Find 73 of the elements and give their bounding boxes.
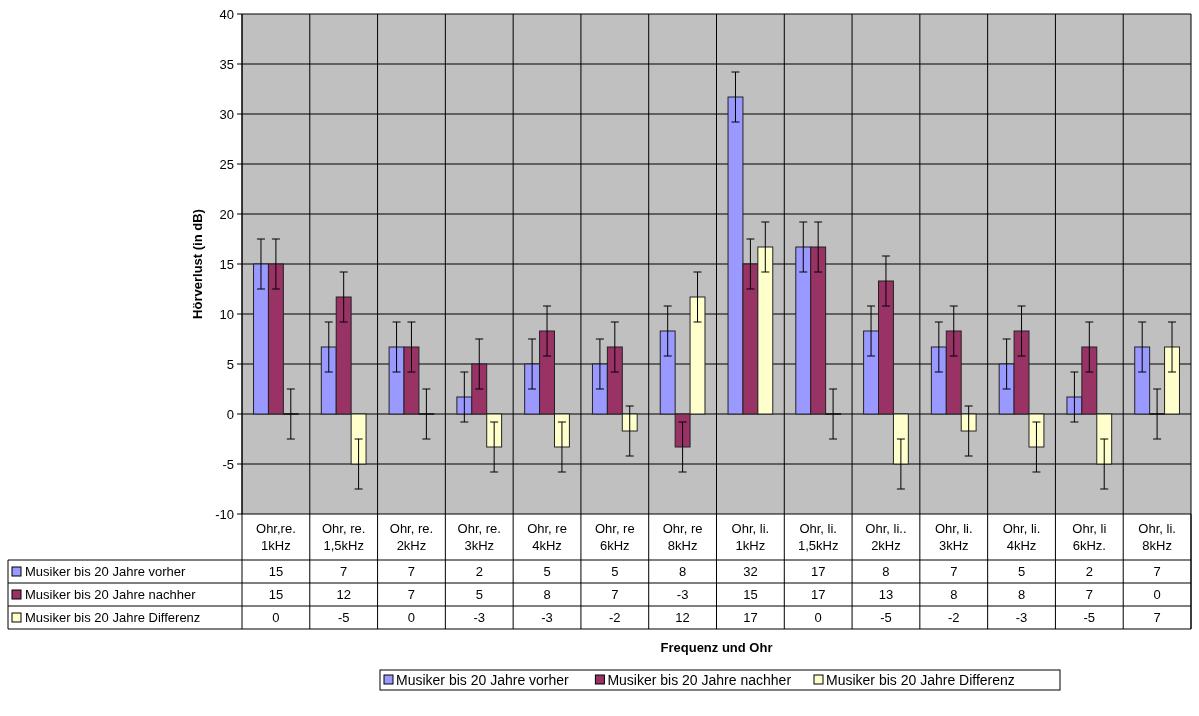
y-tick-label: 20 xyxy=(219,206,234,222)
data-label: 8 xyxy=(543,587,551,602)
data-label: 0 xyxy=(1153,587,1161,602)
data-label: -3 xyxy=(1015,610,1028,625)
data-label: -5 xyxy=(880,610,892,625)
x-tick-label: Ohr, li. 1,5kHz xyxy=(797,521,839,553)
y-tick-label: 0 xyxy=(226,406,234,422)
data-label: 7 xyxy=(1085,587,1093,602)
data-label: 5 xyxy=(1017,564,1026,579)
data-label: 17 xyxy=(810,564,826,579)
data-label: -2 xyxy=(609,610,621,625)
legend-label: Musiker bis 20 Jahre vorher xyxy=(25,564,187,579)
data-label: 2 xyxy=(1085,564,1093,579)
data-label: 8 xyxy=(678,564,687,579)
y-tick-label: 15 xyxy=(219,256,234,272)
data-label: 7 xyxy=(611,587,619,602)
legend: Musiker bis 20 Jahre vorher Musiker bis 20 Jahre nachher Musiker bis 20 Jahre Differenz xyxy=(379,669,1061,691)
data-label: 8 xyxy=(950,587,958,602)
x-tick-label: Ohr, li 6kHz. xyxy=(1072,521,1107,553)
y-tick-label: 40 xyxy=(219,6,234,22)
x-tick-label: Ohr, li.. 2kHz xyxy=(865,521,907,553)
y-axis-title: Hörverlust (in dB) xyxy=(190,209,205,319)
data-label: 17 xyxy=(810,587,826,602)
data-label: 5 xyxy=(475,587,483,602)
data-label: -5 xyxy=(337,610,350,625)
x-tick-label: Ohr, re. 2kHz xyxy=(389,521,434,553)
legend-label: Musiker bis 20 Jahre Differenz xyxy=(25,610,201,625)
x-tick-label: Ohr, li. 4kHz xyxy=(1002,521,1041,553)
x-tick-label: Ohr, re. 3kHz xyxy=(457,521,501,553)
data-label: 17 xyxy=(743,610,758,625)
y-tick-label: 5 xyxy=(226,356,234,372)
x-tick-label: Ohr, re. 1,5kHz xyxy=(322,521,366,553)
y-tick-label: -5 xyxy=(222,456,234,472)
data-label: 7 xyxy=(1153,610,1161,625)
y-tick-label: 30 xyxy=(219,106,234,122)
x-tick-label: Ohr,re. 1kHz xyxy=(256,521,296,553)
x-tick-label: Ohr, re 6kHz xyxy=(594,521,635,553)
text: Frequenz und Ohr xyxy=(660,640,773,655)
data-label: 15 xyxy=(268,587,284,602)
x-tick-label: Ohr, li. 1kHz xyxy=(731,521,770,553)
data-label: 7 xyxy=(340,564,348,579)
data-label: 0 xyxy=(272,610,280,625)
y-tick-label: 35 xyxy=(219,56,234,72)
data-label: 7 xyxy=(950,564,958,579)
data-label: 13 xyxy=(878,587,894,602)
legend-label: Musiker bis 20 Jahre nachher xyxy=(25,587,197,602)
data-label: 15 xyxy=(268,564,284,579)
data-label: 0 xyxy=(407,610,416,625)
data-label: -3 xyxy=(676,587,689,602)
data-label: 2 xyxy=(475,564,483,579)
data-label: 0 xyxy=(814,610,822,625)
data-label: 5 xyxy=(611,564,619,579)
data-label: -3 xyxy=(473,610,486,625)
data-label: 8 xyxy=(882,564,890,579)
x-tick-label: Ohr, li. 8kHz xyxy=(1138,521,1176,553)
data-label: 12 xyxy=(675,610,690,625)
data-label: 7 xyxy=(1153,564,1161,579)
x-tick-label: Ohr, re 8kHz xyxy=(662,521,703,553)
data-label: 7 xyxy=(407,564,416,579)
data-label: 8 xyxy=(1017,587,1026,602)
data-label: 5 xyxy=(543,564,551,579)
x-tick-label: Ohr, re 4kHz xyxy=(527,521,567,553)
y-tick-label: 10 xyxy=(219,306,234,322)
x-tick-label: Ohr, li. 3kHz xyxy=(934,521,973,553)
data-label: 32 xyxy=(743,564,758,579)
y-tick-label: 25 xyxy=(219,156,234,172)
data-label: 7 xyxy=(407,587,416,602)
data-label: 12 xyxy=(336,587,351,602)
data-label: 15 xyxy=(743,587,758,602)
data-label: -3 xyxy=(541,610,553,625)
data-label: -5 xyxy=(1083,610,1096,625)
y-tick-label: -10 xyxy=(215,506,234,522)
data-label: -2 xyxy=(947,610,960,625)
